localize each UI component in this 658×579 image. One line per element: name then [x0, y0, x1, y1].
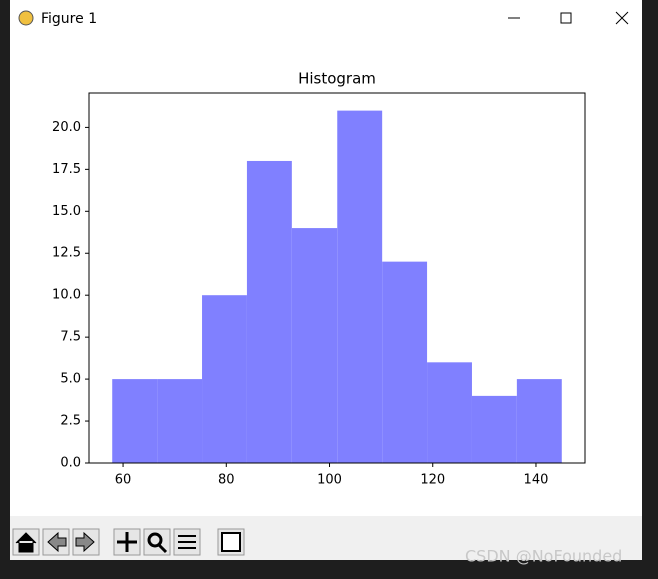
y-tick-label: 5.0 [60, 372, 81, 387]
x-tick-label: 80 [218, 473, 235, 488]
bar [337, 110, 383, 463]
x-tick-label: 120 [420, 473, 445, 488]
y-tick-label: 7.5 [60, 330, 81, 345]
bar [157, 379, 203, 463]
window-title: Figure 1 [41, 11, 97, 27]
x-tick-label: 140 [524, 473, 549, 488]
plot: 0.0 2.5 5.0 7.5 10.0 12.5 15.0 17.5 20.0 60 80 100 1… [52, 110, 562, 488]
bar [516, 379, 562, 463]
chart-title: Histogram [298, 70, 376, 88]
bar [202, 295, 247, 463]
x-tick-label: 60 [115, 473, 132, 488]
app-icon [18, 10, 34, 26]
bar [112, 379, 158, 463]
y-tick-label: 12.5 [52, 246, 81, 261]
y-tick-label: 20.0 [52, 120, 81, 135]
back-icon [47, 531, 67, 553]
close-button[interactable] [615, 11, 629, 25]
home-icon [15, 532, 37, 553]
toolbar-buttons [12, 528, 245, 556]
maximize-button[interactable] [560, 12, 572, 24]
forward-icon [75, 531, 95, 553]
y-tick-label: 10.0 [52, 288, 81, 303]
bar [246, 160, 292, 464]
y-tick-label: 2.5 [60, 414, 81, 429]
bar [291, 228, 338, 463]
pan-icon [117, 532, 137, 552]
y-tick-label: 17.5 [52, 162, 81, 177]
y-tick-label: 0.0 [60, 456, 81, 471]
bar [427, 362, 472, 463]
axes-frame [88, 92, 586, 464]
zoom-icon [147, 532, 163, 548]
configure-icon [178, 535, 196, 549]
zoom-handle [157, 543, 168, 554]
bar [471, 395, 517, 463]
y-tick-label: 15.0 [52, 204, 81, 219]
watermark: CSDN @NoFounded [465, 547, 622, 566]
x-tick-label: 100 [317, 473, 342, 488]
save-icon [221, 532, 241, 552]
bar [382, 261, 428, 463]
